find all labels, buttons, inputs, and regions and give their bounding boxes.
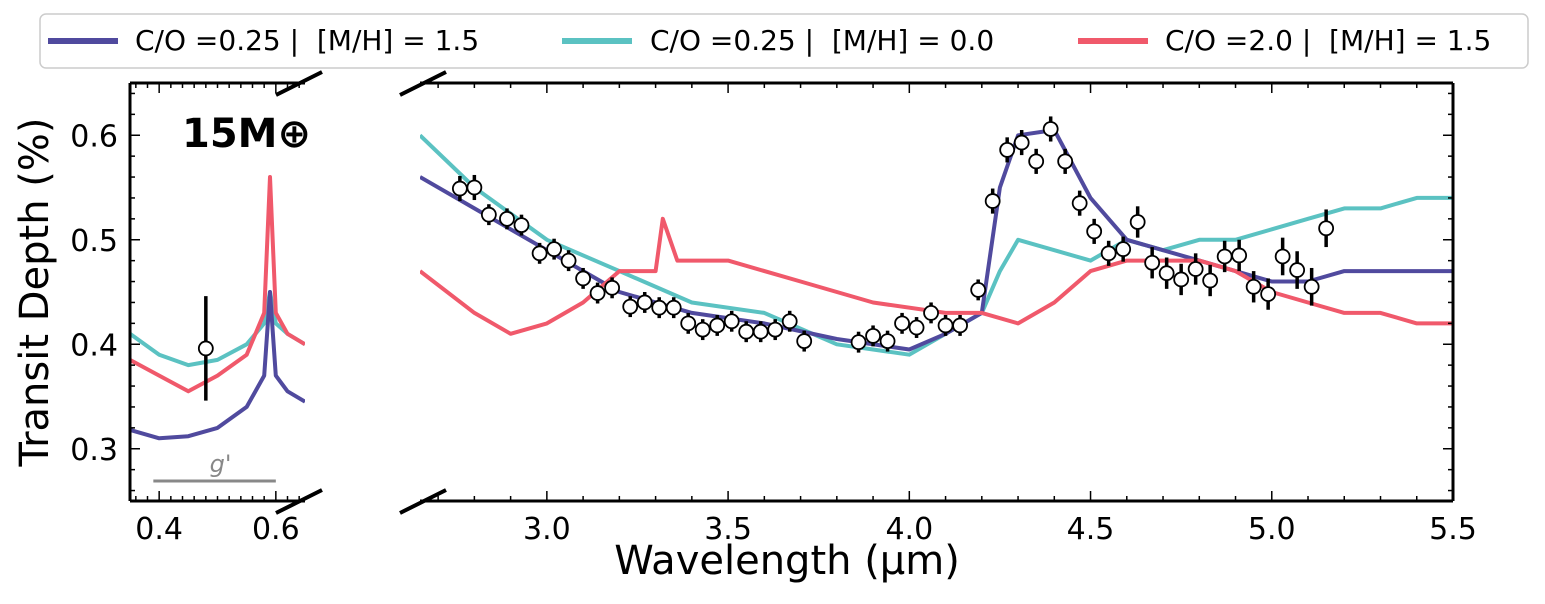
data-point [1086, 223, 1103, 240]
data-point [952, 317, 968, 334]
data-point [560, 252, 577, 269]
right-axes-frame [420, 81, 1455, 503]
data-point [709, 317, 726, 334]
data-point [894, 315, 910, 332]
data-point [1144, 254, 1161, 271]
x-tick-label: 5.5 [1429, 512, 1477, 547]
data-point [1028, 153, 1045, 170]
data-point [1202, 272, 1219, 289]
data-point [1303, 278, 1320, 295]
data-point [546, 241, 563, 258]
data-point [531, 245, 548, 262]
data-point [879, 333, 896, 350]
data-point [622, 298, 639, 315]
data-point [513, 217, 530, 234]
x-tick-label: 4.0 [885, 512, 933, 547]
data-point [1318, 220, 1335, 237]
data-point [1289, 262, 1306, 278]
legend-label-2: C/O =2.0 | [M/H] = 1.5 [1165, 24, 1491, 57]
data-point [575, 270, 592, 287]
data-point [1100, 245, 1117, 262]
data-point [604, 279, 621, 296]
data-point [1042, 121, 1059, 137]
data-point [1115, 241, 1132, 258]
data-point [197, 340, 214, 357]
y-axis-label: Transit Depth (%) [12, 118, 58, 468]
data-point [694, 321, 711, 338]
data-point [589, 285, 606, 301]
series-line-ir-1 [420, 133, 1453, 357]
data-point [752, 323, 769, 340]
data-point [908, 319, 925, 336]
data-point [1260, 286, 1277, 302]
legend-label-1: C/O =0.25 | [M/H] = 0.0 [650, 24, 994, 57]
data-point [1216, 248, 1233, 265]
y-tick-label: 0.4 [70, 328, 118, 363]
legend-label-0: C/O =0.25 | [M/H] = 1.5 [135, 24, 479, 57]
legend-frame [39, 13, 1529, 69]
data-point [1245, 278, 1262, 295]
data-point [723, 313, 740, 330]
series-line-optical-0 [130, 290, 305, 441]
x-tick-label: 3.0 [523, 512, 571, 547]
axis-break-marks [275, 70, 447, 515]
optical-series [130, 175, 305, 441]
ir-series [420, 128, 1453, 357]
data-point [1129, 214, 1146, 230]
data-point [1013, 134, 1030, 151]
data-point [466, 179, 483, 196]
x-tick-label: 3.5 [704, 512, 752, 547]
y-tick-label: 0.6 [70, 119, 118, 154]
data-point [1231, 247, 1248, 264]
y-tick-label: 0.5 [70, 224, 118, 259]
optical-observations [197, 296, 214, 401]
data-point [1173, 271, 1190, 288]
data-point [970, 282, 987, 298]
data-point [937, 317, 954, 334]
data-point [451, 180, 468, 197]
legend: C/O =0.25 | [M/H] = 1.5 C/O =0.25 | [M/H… [39, 13, 1529, 69]
data-point [850, 334, 867, 351]
y-tick-labels: 0.3 0.4 0.5 0.6 [70, 119, 118, 468]
ir-observations [451, 116, 1335, 353]
tick-marks [130, 83, 1454, 501]
data-point [1158, 265, 1175, 282]
data-point [796, 333, 813, 350]
data-point [680, 315, 697, 332]
planet-mass-annotation: 15M⊕ [182, 111, 311, 157]
data-point [1274, 248, 1291, 265]
x-tick-label: 0.6 [252, 512, 300, 547]
data-point [480, 206, 497, 223]
data-point [1057, 153, 1074, 170]
x-tick-label: 4.5 [1067, 512, 1115, 547]
series-line-optical-2 [130, 175, 305, 394]
data-point [767, 321, 784, 338]
y-tick-label: 0.3 [70, 433, 118, 468]
filter-label: g' [210, 450, 232, 478]
data-point [499, 210, 515, 227]
data-point [1071, 195, 1088, 212]
data-point [665, 299, 682, 316]
x-axis-label: Wavelength (μm) [614, 538, 960, 584]
data-point [636, 294, 653, 311]
data-point [1187, 261, 1204, 277]
x-tick-label: 0.4 [135, 512, 183, 547]
x-tick-label: 5.0 [1248, 512, 1296, 547]
data-point [781, 313, 798, 330]
data-point [999, 141, 1016, 158]
data-point [651, 299, 668, 316]
data-point [738, 323, 755, 340]
series-line-optical-1 [130, 290, 305, 368]
data-point [865, 327, 881, 344]
x-tick-labels-optical: 0.4 0.6 [135, 512, 299, 547]
data-point [984, 193, 1001, 209]
x-tick-labels-ir: 3.0 3.5 4.0 4.5 5.0 5.5 [523, 512, 1477, 547]
data-point [923, 304, 939, 321]
